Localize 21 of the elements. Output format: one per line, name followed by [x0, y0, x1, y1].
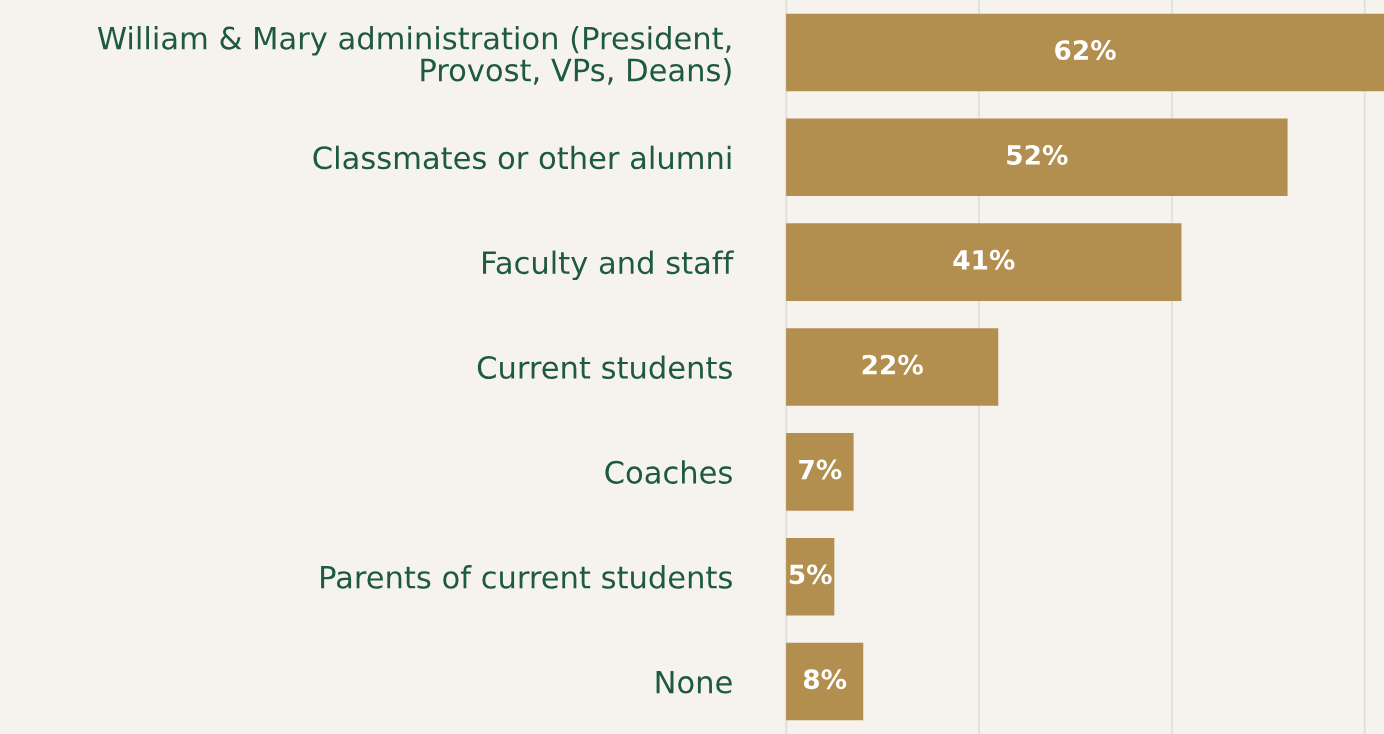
y-tick-label: Faculty and staff [483, 250, 734, 281]
data-label: 22% [862, 354, 923, 375]
data-label: 7% [799, 459, 842, 480]
y-tick-label: Coaches [605, 460, 732, 484]
bar [786, 433, 854, 511]
bar [786, 328, 999, 406]
y-tick-label: Current students [477, 355, 732, 380]
y-tick-label: Classmates or other alumni [313, 145, 731, 170]
data-label: 8% [803, 669, 847, 690]
y-tick-label: Parents of current students [321, 565, 732, 589]
y-tick-label: William & Mary administration (President, Provost, VPs, Deans) [97, 26, 731, 86]
bar [786, 537, 835, 616]
data-label: 62% [1055, 40, 1116, 61]
y-tick-label: None [656, 670, 732, 694]
bar [786, 118, 1288, 197]
bar [786, 223, 1182, 301]
data-label: 52% [1007, 144, 1068, 165]
data-label: 41% [953, 249, 1015, 270]
data-label: 5% [789, 564, 832, 585]
bar [786, 642, 864, 721]
bar [786, 13, 1384, 92]
